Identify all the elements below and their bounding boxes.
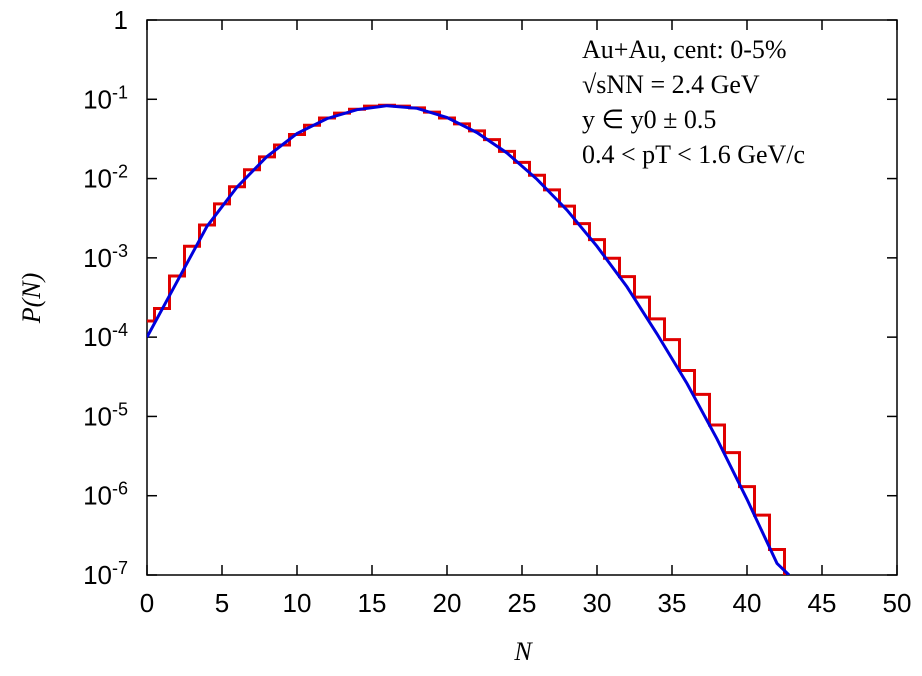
y-tick-label: 10-1	[83, 82, 128, 114]
x-tick-label: 15	[358, 588, 387, 618]
y-tick-exponent: -1	[112, 82, 128, 102]
annotation: √sNN = 2.4 GeV	[582, 70, 760, 99]
plot-frame	[146, 19, 898, 576]
y-tick-base: 10	[83, 481, 112, 511]
y-tick-label: 10-4	[83, 320, 128, 352]
y-tick-exponent: -3	[112, 241, 128, 261]
annotation: 0.4 < pT < 1.6 GeV/c	[582, 140, 805, 169]
y-tick-base: 10	[83, 84, 112, 114]
y-tick-label: 10-7	[83, 558, 128, 590]
y-tick-base: 10	[83, 401, 112, 431]
x-tick-label: 50	[883, 588, 912, 618]
y-tick-label: 1	[114, 5, 128, 35]
fit-curve	[147, 104, 791, 575]
x-tick-label: 10	[283, 588, 312, 618]
x-axis-label: N	[513, 637, 533, 666]
y-tick-exponent: -5	[112, 399, 128, 419]
x-tick-label: 35	[658, 588, 687, 618]
y-tick-base: 10	[83, 322, 112, 352]
y-tick-base: 10	[83, 243, 112, 273]
y-tick-exponent: -6	[112, 479, 128, 499]
y-tick-label: 10-2	[83, 162, 128, 194]
y-tick-base: 10	[83, 560, 112, 590]
x-tick-label: 5	[215, 588, 229, 618]
x-tick-label: 45	[808, 588, 837, 618]
x-tick-label: 0	[140, 588, 154, 618]
x-tick-label: 25	[508, 588, 537, 618]
y-tick-label: 10-6	[83, 479, 128, 511]
x-tick-label: 30	[583, 588, 612, 618]
annotation: y ∈ y0 ± 0.5	[582, 105, 716, 134]
plot-area	[147, 103, 791, 575]
y-tick-exponent: -4	[112, 320, 128, 340]
y-tick-base: 10	[83, 164, 112, 194]
x-tick-label: 40	[733, 588, 762, 618]
y-axis-label: P(N)	[17, 273, 46, 325]
y-tick-label: 10-5	[83, 399, 128, 431]
annotation: Au+Au, cent: 0-5%	[582, 35, 787, 64]
y-tick-exponent: -7	[112, 558, 128, 578]
x-tick-label: 20	[433, 588, 462, 618]
y-tick-exponent: -2	[112, 162, 128, 182]
y-tick-label: 10-3	[83, 241, 128, 273]
